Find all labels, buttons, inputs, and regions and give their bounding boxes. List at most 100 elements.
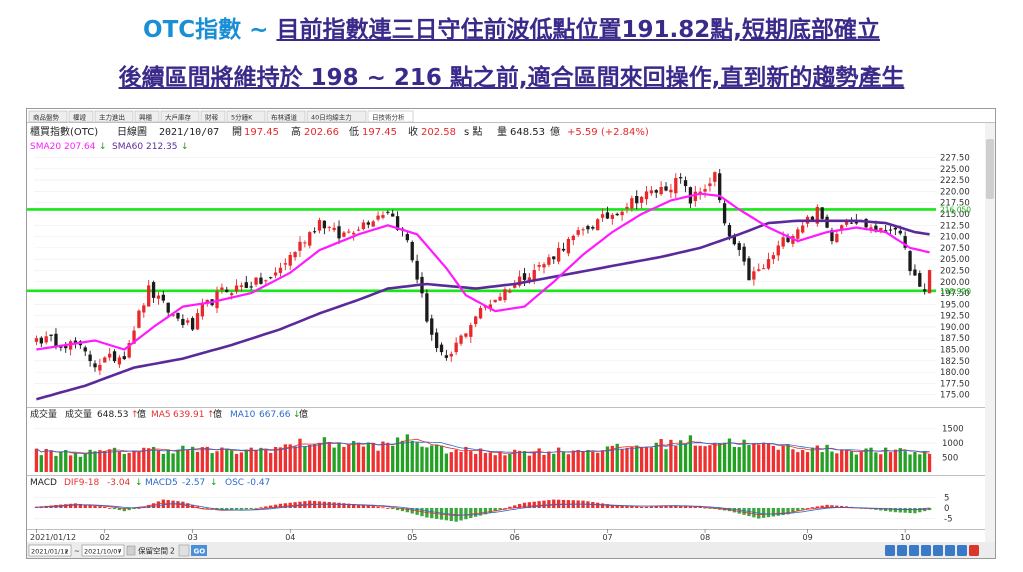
osc-bar	[410, 508, 414, 514]
volume-bar	[273, 447, 278, 472]
volume-bar	[122, 454, 126, 472]
cursor-icon[interactable]	[933, 545, 943, 556]
vol-unit: 億	[137, 408, 146, 420]
vol-value-label: 成交量	[65, 408, 92, 420]
chart-window: 商品盤勢 權證 主力進出 興櫃 大戶庫存 財報 5分鐘K 布林通道 40日均線主力 日技術分析 櫃…	[26, 108, 996, 559]
osc-bar	[693, 506, 697, 508]
dif-line	[36, 502, 930, 517]
volume-bar	[312, 444, 317, 472]
volume-bar	[698, 445, 702, 472]
osc-bar	[171, 500, 175, 508]
tab-label: 興櫃	[139, 113, 153, 122]
x-tick-label: 05	[407, 533, 417, 542]
go-button[interactable]	[191, 545, 207, 556]
volume-bar	[454, 449, 458, 472]
macd-tick-label: -5	[944, 515, 952, 525]
candle-body	[615, 213, 619, 216]
candle-body	[327, 226, 331, 228]
keep-space-spinner[interactable]	[178, 544, 190, 557]
volume-bar	[64, 449, 68, 472]
volume-bar	[464, 446, 468, 472]
osc-bar	[244, 508, 248, 510]
scrollbar[interactable]	[985, 123, 995, 542]
osc-bar	[825, 504, 829, 508]
candle-body	[83, 347, 87, 352]
volume-bar	[391, 445, 395, 472]
candle-body	[234, 285, 239, 292]
osc-bar	[527, 502, 532, 508]
volume-bar	[225, 448, 229, 472]
volume-bar	[220, 447, 224, 472]
volume-bar	[781, 445, 785, 472]
osc-bar	[654, 506, 658, 508]
candle-body	[737, 243, 741, 250]
arrow-left-icon[interactable]	[885, 545, 895, 556]
print-icon[interactable]	[945, 545, 955, 556]
osc-bar	[395, 508, 400, 511]
candle-body	[288, 254, 292, 266]
sma60-value: 212.35	[146, 142, 178, 152]
volume-bar	[561, 451, 566, 472]
osc-bar	[513, 505, 517, 508]
candle-body	[332, 227, 336, 231]
osc-bar	[805, 508, 810, 509]
volume-axis: 500 1000 1500	[942, 425, 964, 464]
save-icon[interactable]	[957, 545, 967, 556]
candle-body	[771, 255, 776, 259]
price-tick-label: 210.00	[940, 233, 970, 243]
candle-body	[898, 230, 902, 234]
osc-bar	[405, 508, 410, 513]
start-date-dropdown-icon[interactable]: ▾	[65, 549, 68, 556]
candle-body	[117, 357, 122, 365]
candle-body	[147, 285, 151, 307]
volume-bar	[508, 453, 512, 472]
osc-bar	[761, 508, 766, 518]
volume-bar	[439, 445, 444, 472]
end-date-dropdown-icon[interactable]: ▾	[118, 549, 121, 556]
volume-bar	[83, 453, 87, 472]
candle-body	[322, 220, 327, 229]
osc-bar	[400, 508, 405, 512]
volume-bar	[147, 448, 151, 472]
candle-body	[888, 229, 893, 231]
candle-body	[439, 344, 444, 353]
price-tick-label: 175.00	[940, 391, 970, 401]
candle-body	[586, 226, 590, 230]
candle-body	[361, 222, 366, 230]
tab-label: 財報	[205, 113, 219, 122]
volume-bar	[766, 443, 771, 472]
candle-body	[776, 245, 780, 256]
info-change: +5.59 (+2.84%)	[567, 127, 649, 138]
volume-bar	[718, 443, 722, 472]
end-date-field[interactable]	[81, 544, 125, 557]
start-date-field[interactable]	[28, 544, 72, 557]
info-amount-unit: 億	[550, 125, 560, 138]
zoom-in-icon[interactable]	[921, 545, 931, 556]
osc-bar	[444, 508, 449, 521]
volume-bar	[430, 445, 434, 472]
zoom-out-icon[interactable]	[909, 545, 919, 556]
volume-bar	[112, 447, 117, 472]
candle-body	[254, 277, 258, 285]
osc-bar	[786, 508, 790, 515]
candle-body	[493, 299, 497, 303]
arrow-right-icon[interactable]	[897, 545, 907, 556]
osc-bar	[332, 502, 336, 508]
candle-body	[513, 283, 517, 288]
end-date-value: 2021/10/07	[84, 548, 121, 556]
scrollbar-handle-icon[interactable]	[986, 139, 994, 199]
close-icon[interactable]	[969, 545, 979, 556]
volume-bar	[356, 442, 361, 472]
volume-bar	[186, 449, 190, 472]
volume-bar	[581, 451, 585, 472]
dif-value: -3.04	[107, 478, 131, 488]
osc-bar	[605, 504, 610, 508]
price-tick-label: 190.00	[940, 323, 970, 333]
osc-bar	[888, 508, 893, 512]
volume-bar	[420, 446, 424, 472]
keep-space-checkbox[interactable]	[126, 545, 136, 556]
osc-bar	[112, 508, 117, 510]
volume-bar	[927, 454, 932, 472]
volume-bar	[317, 442, 322, 472]
candle-body	[386, 211, 390, 213]
